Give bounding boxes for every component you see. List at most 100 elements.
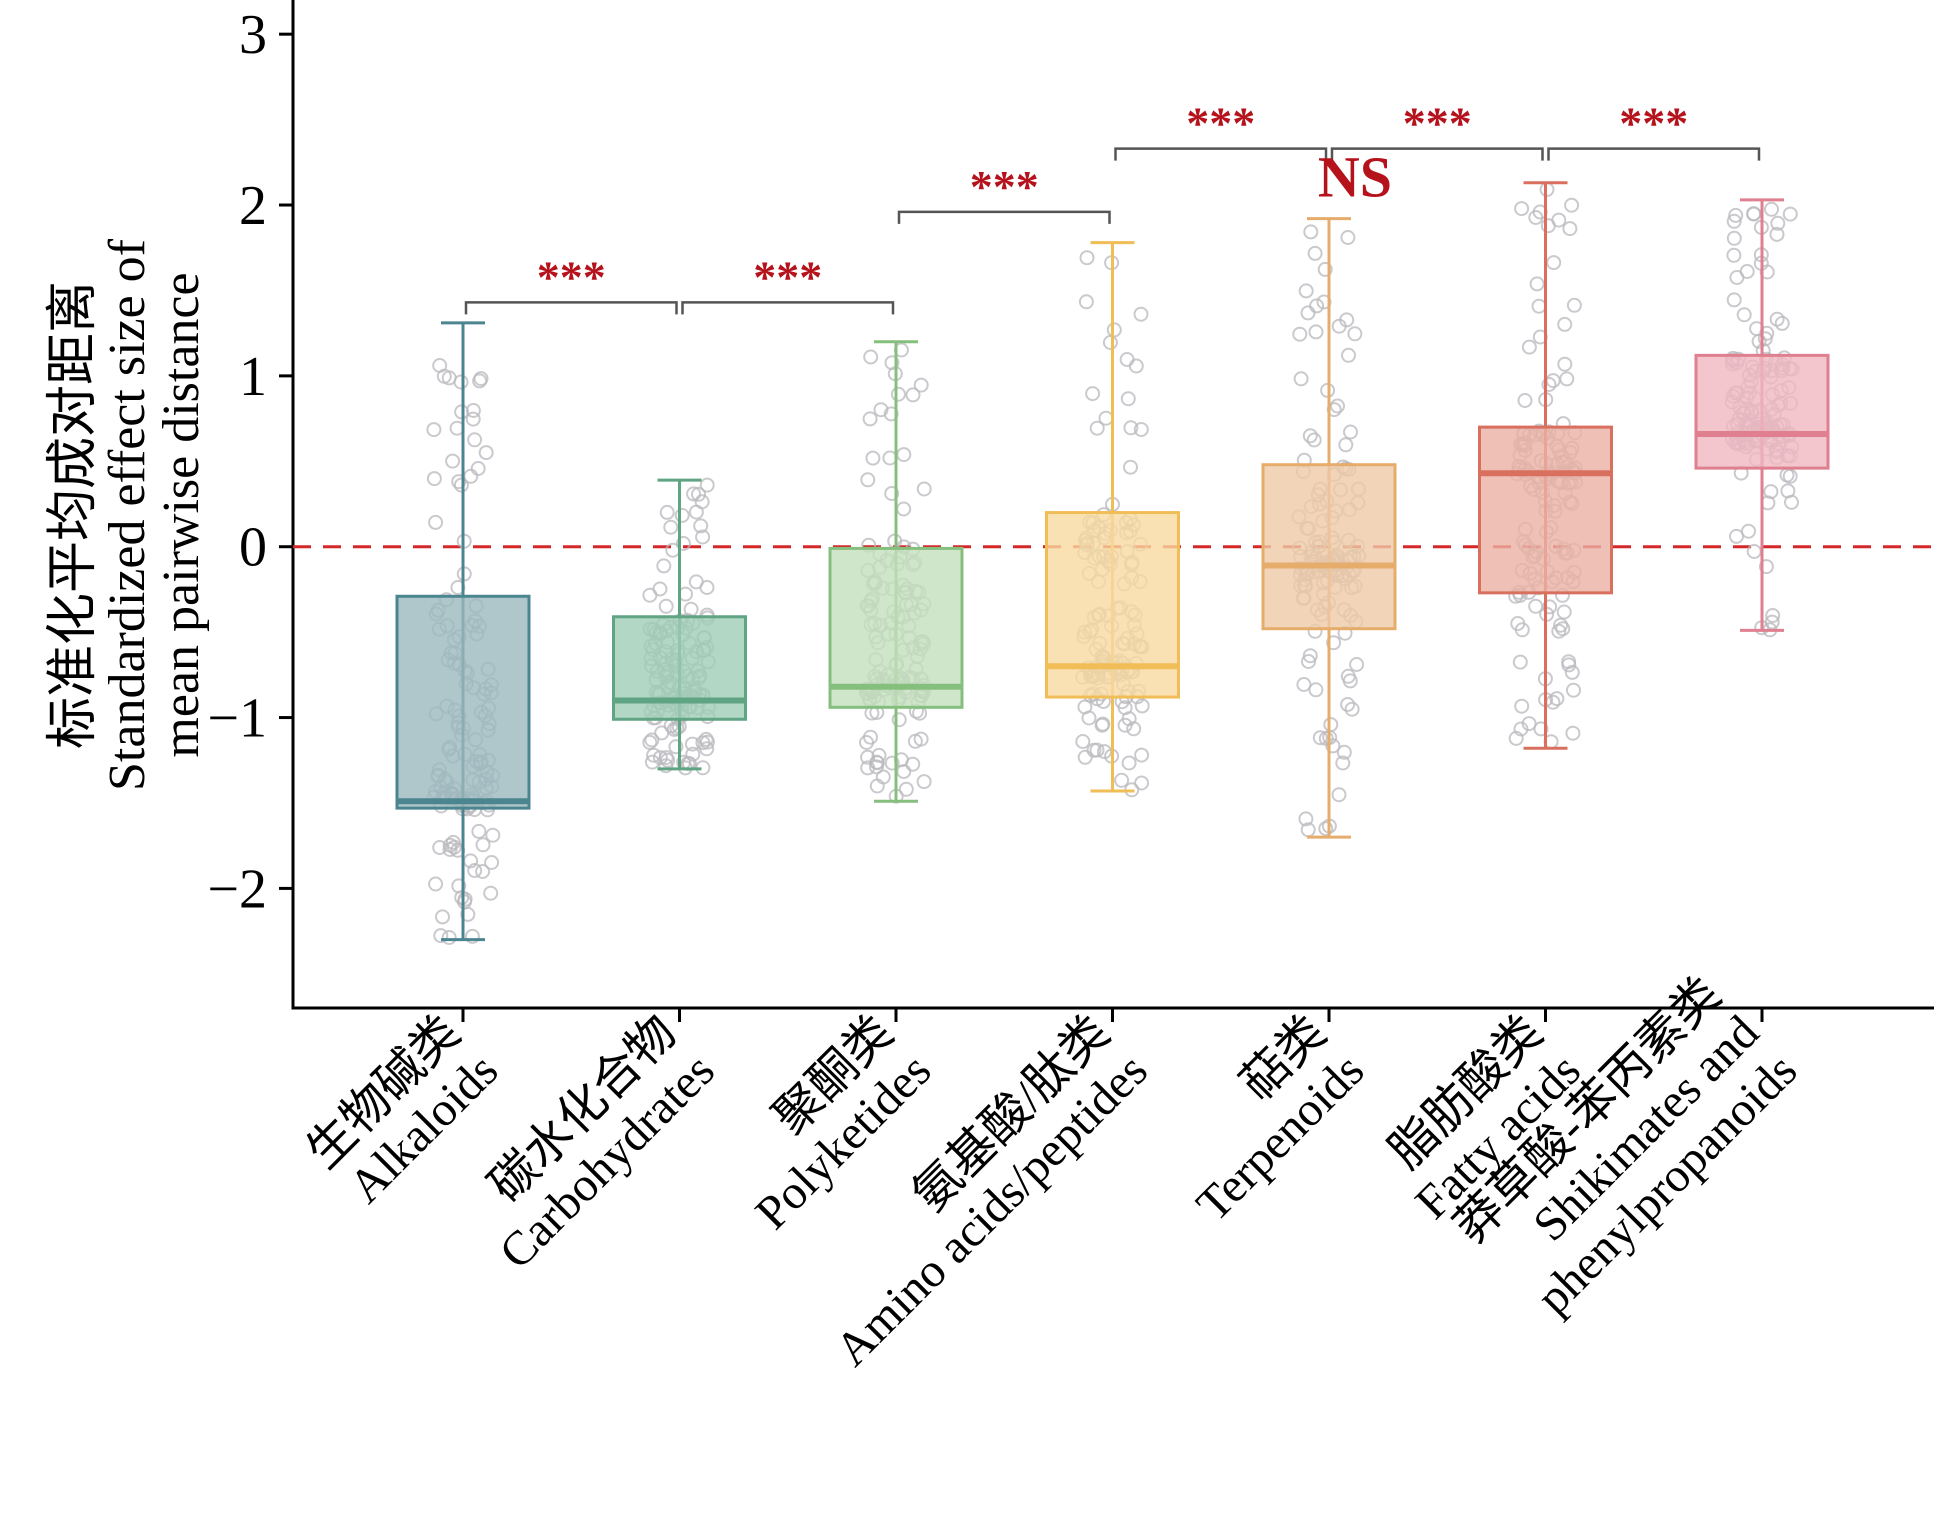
data-point [484, 855, 500, 870]
data-point [436, 368, 452, 384]
data-point [471, 823, 487, 839]
data-point [441, 930, 457, 945]
data-point [1323, 717, 1339, 733]
data-point [1764, 614, 1780, 630]
y-axis-title-line: mean pairwise distance [153, 272, 210, 757]
data-point [865, 450, 881, 466]
data-point [1770, 215, 1786, 231]
data-point [1292, 326, 1308, 342]
data-point [1077, 749, 1093, 765]
data-point [1344, 701, 1360, 717]
data-point [1089, 420, 1105, 436]
data-point [453, 477, 469, 493]
data-point [1531, 298, 1547, 314]
data-point [1342, 673, 1358, 689]
data-point [860, 472, 876, 488]
significance-label: *** [1619, 98, 1688, 149]
box-iqr [1694, 353, 1830, 470]
box-iqr [395, 594, 531, 810]
data-point [1335, 755, 1351, 771]
data-point [1307, 245, 1323, 261]
data-point [1318, 821, 1334, 837]
data-point [1736, 307, 1752, 323]
data-point [1514, 201, 1530, 217]
data-point [1549, 691, 1565, 707]
data-point [465, 411, 481, 427]
data-point [1308, 682, 1324, 698]
data-point [467, 863, 483, 878]
y-tick-label: 0 [239, 517, 267, 579]
data-point [1514, 698, 1530, 714]
data-point [685, 746, 701, 762]
data-point [1784, 494, 1799, 510]
y-tick-label: −1 [207, 688, 267, 750]
data-point [1545, 694, 1561, 710]
data-point [451, 474, 467, 490]
data-point [1565, 725, 1581, 741]
data-point [1769, 226, 1785, 242]
data-point [1106, 322, 1122, 338]
data-point [644, 732, 660, 748]
data-point [1726, 292, 1742, 308]
data-point [644, 754, 660, 770]
data-point [1726, 230, 1742, 246]
data-point [464, 928, 480, 944]
data-point [478, 445, 494, 461]
data-point [1134, 775, 1150, 791]
data-point [1758, 559, 1774, 575]
data-point [465, 403, 481, 418]
data-point [1293, 371, 1309, 387]
data-point [860, 760, 876, 776]
box-iqr [828, 546, 964, 709]
data-point [1566, 297, 1582, 313]
data-point [695, 529, 711, 545]
data-point [1726, 213, 1742, 229]
data-point [1729, 528, 1744, 544]
y-axis-title-line: Standardized effect size of [99, 238, 156, 791]
data-point [1551, 212, 1567, 228]
significance-brackets: *** ********* *** ***NS [464, 98, 1761, 315]
data-point [1517, 393, 1533, 408]
bracket [1547, 147, 1761, 161]
y-axis-title-line: 标准化平均成对距离 [45, 281, 102, 749]
significance-label: *** [1403, 98, 1472, 149]
data-point [1102, 335, 1118, 350]
data-point [684, 736, 700, 752]
data-point [660, 752, 676, 768]
data-point [1769, 311, 1785, 327]
data-point [428, 876, 444, 892]
data-point [1521, 339, 1537, 355]
data-point [1529, 276, 1545, 292]
data-point [1339, 312, 1355, 328]
data-point [1134, 747, 1150, 763]
data-point [1308, 324, 1324, 340]
data-point [467, 432, 483, 448]
box-iqr [1478, 425, 1613, 595]
data-point [485, 827, 501, 843]
significance-label: *** [537, 251, 606, 302]
y-axis: −2 −1 0 1 2 3 [207, 4, 293, 920]
bracket [1330, 147, 1544, 161]
x-tick-label-terpenoids: 萜类Terpenoids [1148, 1006, 1374, 1232]
y-axis-title-text: 标准化平均成对距离Standardized effect size ofmean… [45, 238, 210, 791]
data-point [435, 909, 450, 925]
data-point [1338, 437, 1354, 453]
data-point [426, 422, 442, 438]
data-point [654, 725, 670, 741]
x-tick-label-carbohydrates: 碳水化合物Carbohydrates [451, 1006, 725, 1280]
data-point [652, 581, 668, 597]
data-point [1317, 261, 1333, 277]
data-point [1095, 716, 1111, 732]
data-point [916, 774, 932, 790]
data-point [1121, 755, 1137, 771]
box-carbohydrates [612, 478, 747, 771]
y-tick-label: −2 [207, 858, 267, 920]
data-point [1120, 391, 1136, 407]
data-point [1133, 422, 1149, 437]
data-point [656, 558, 672, 574]
data-point [1514, 622, 1530, 638]
data-point [862, 411, 878, 427]
data-point [1746, 206, 1762, 222]
data-point [642, 734, 658, 750]
data-point [428, 514, 444, 530]
